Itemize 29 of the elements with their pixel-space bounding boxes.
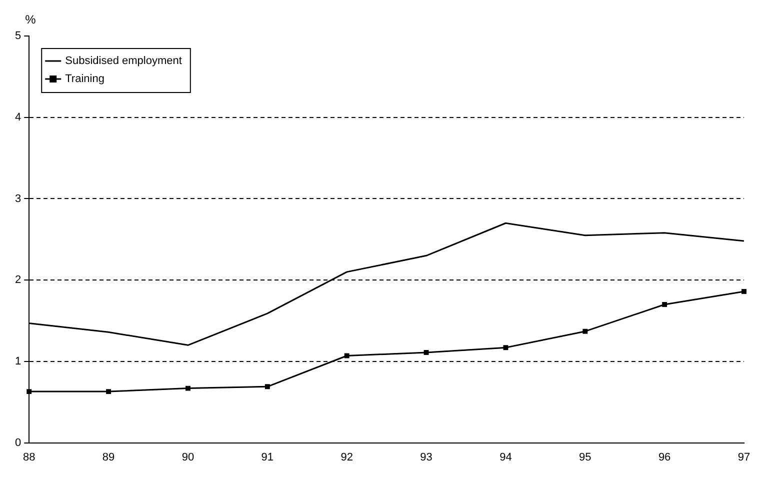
x-tick-label: 90 (182, 451, 194, 464)
point (662, 302, 668, 307)
point (424, 350, 429, 355)
x-tick-label: 95 (579, 451, 592, 464)
legend-label: Subsidised employment (65, 55, 182, 68)
point (344, 353, 350, 358)
point (742, 288, 746, 294)
point (582, 328, 588, 334)
legend-label: Training (65, 73, 104, 86)
point (186, 386, 190, 391)
x-tick-label: 91 (261, 451, 274, 464)
x-tick-label: 97 (738, 451, 750, 464)
x-tick-label: 89 (102, 451, 115, 464)
y-tick-label: 3 (14, 192, 22, 205)
y-tick-label: 2 (14, 274, 22, 286)
y-tick-label: 5 (14, 30, 22, 42)
x-tick-label: 96 (658, 451, 671, 464)
point (264, 384, 270, 390)
y-tick-label: 0 (14, 436, 22, 449)
y-tick-label: 1 (14, 355, 22, 368)
y-tick-label: 4 (14, 111, 22, 124)
x-tick-label: 88 (22, 451, 36, 464)
x-tick-label: 94 (500, 451, 512, 464)
point (106, 389, 112, 394)
point (26, 389, 32, 394)
y-axis-title: % (25, 12, 36, 26)
point (503, 345, 508, 350)
x-tick-label: 93 (420, 451, 432, 464)
x-tick-label: 92 (340, 451, 353, 464)
